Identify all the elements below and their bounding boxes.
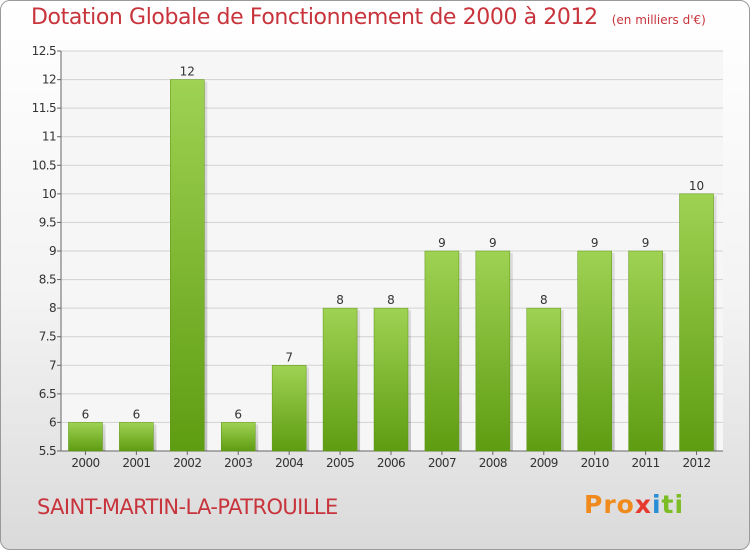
bar-2007: [424, 250, 460, 452]
y-tick-label: 5.5: [39, 444, 56, 458]
bar-2002: [170, 79, 205, 452]
y-tick-label: 9: [49, 244, 56, 258]
x-tick-label-2004: 2004: [275, 456, 303, 470]
value-label-2008: 9: [489, 236, 497, 250]
logo-part-4: ti: [661, 490, 685, 519]
value-label-2001: 6: [133, 407, 141, 421]
value-label-2007: 9: [438, 236, 446, 250]
y-tick-label: 7: [49, 358, 56, 372]
y-tick-label: 12: [42, 73, 56, 87]
proxiti-logo: Proxiti: [584, 490, 684, 519]
bar-2005: [322, 307, 358, 452]
chart-title: Dotation Globale de Fonctionnement de 20…: [31, 5, 706, 30]
x-tick-label-2006: 2006: [377, 456, 405, 470]
y-tick-label: 10.5: [32, 158, 56, 172]
bar-2004: [271, 365, 307, 452]
value-label-2010: 9: [591, 236, 599, 250]
chart-subtitle: (en milliers d'€): [611, 13, 706, 27]
label-layer: 5.5 6 6.5 7 7.5 8 8.5 9 9.5 10 10.5 11 11.5 12 12.5 6 20…: [32, 44, 712, 470]
value-label-2004: 7: [285, 350, 293, 364]
bar-2011: [628, 250, 663, 452]
logo-part-2: x: [634, 490, 652, 519]
bar-2010: [577, 250, 612, 452]
y-tick-label: 10: [42, 187, 56, 201]
commune-name: SAINT-MARTIN-LA-PATROUILLE: [37, 495, 338, 519]
value-label-2011: 9: [642, 236, 650, 250]
x-tick-label-2005: 2005: [326, 456, 354, 470]
y-tick-label: 6.5: [39, 387, 56, 401]
logo-part-1: Pro: [584, 490, 635, 519]
value-label-2009: 8: [540, 293, 548, 307]
value-label-2006: 8: [387, 293, 395, 307]
y-tick-label: 8.5: [39, 273, 56, 287]
value-label-2012: 10: [689, 179, 704, 193]
value-label-2005: 8: [336, 293, 344, 307]
bar-2003: [220, 422, 256, 452]
value-label-2000: 6: [82, 407, 90, 421]
x-tick-label-2011: 2011: [632, 456, 660, 470]
value-label-2002: 12: [180, 65, 195, 79]
y-tick-label: 11.5: [32, 101, 56, 115]
y-tick-label: 9.5: [39, 215, 56, 229]
x-tick-label-2000: 2000: [71, 456, 99, 470]
x-tick-label-2001: 2001: [122, 456, 150, 470]
x-tick-label-2012: 2012: [682, 456, 710, 470]
y-tick-label: 12.5: [32, 44, 56, 58]
logo-part-3: i: [651, 490, 662, 519]
x-tick-label-2002: 2002: [173, 456, 201, 470]
bar-2000: [68, 422, 103, 452]
y-tick-label: 11: [42, 130, 56, 144]
y-tick-label: 7.5: [39, 330, 56, 344]
bar-2009: [526, 307, 562, 452]
y-tick-label: 6: [49, 415, 56, 429]
bar-layer: [68, 79, 717, 452]
chart-title-text: Dotation Globale de Fonctionnement de 20…: [31, 5, 598, 30]
bar-2006: [373, 307, 409, 452]
x-tick-label-2008: 2008: [479, 456, 507, 470]
value-label-2003: 6: [234, 407, 242, 421]
bar-2008: [475, 250, 511, 452]
bar-2012: [679, 193, 714, 452]
bar-2001: [119, 422, 154, 452]
x-tick-label-2003: 2003: [224, 456, 252, 470]
x-tick-label-2010: 2010: [581, 456, 609, 470]
y-tick-label: 8: [49, 301, 56, 315]
x-tick-label-2009: 2009: [530, 456, 558, 470]
x-tick-label-2007: 2007: [428, 456, 456, 470]
